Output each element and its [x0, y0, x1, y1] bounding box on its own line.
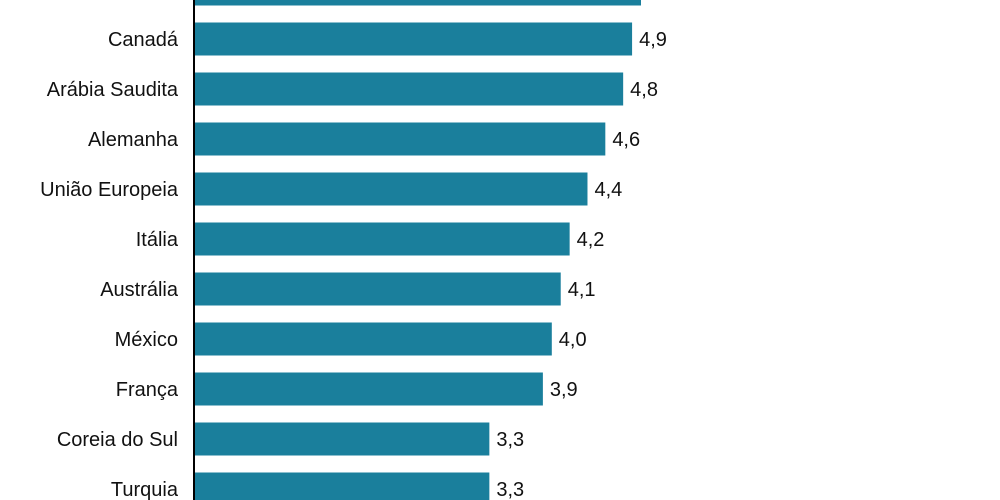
category-label: Turquia — [111, 479, 179, 500]
category-label: Canadá — [108, 29, 179, 51]
value-label: 4,8 — [630, 79, 658, 101]
value-label: 3,3 — [496, 479, 524, 500]
value-label: 4,2 — [577, 229, 605, 251]
value-label: 4,6 — [612, 129, 640, 151]
bar — [195, 0, 641, 6]
value-label: 3,9 — [550, 379, 578, 401]
bar — [195, 222, 570, 256]
value-label: 4,0 — [559, 329, 587, 351]
value-label: 4,4 — [594, 179, 622, 201]
category-label: Arábia Saudita — [47, 79, 179, 101]
category-label: União Europeia — [40, 179, 179, 201]
category-label: França — [116, 379, 179, 401]
bar — [195, 272, 561, 306]
bar — [195, 22, 633, 56]
category-label: México — [115, 329, 178, 351]
value-label: 4,9 — [639, 29, 667, 51]
category-label: Alemanha — [88, 129, 179, 151]
value-label: 4,1 — [568, 279, 596, 301]
bar — [195, 372, 543, 406]
bar — [195, 322, 552, 356]
bar — [195, 422, 490, 456]
category-label: Coreia do Sul — [57, 429, 178, 451]
bar — [195, 172, 588, 206]
value-label: 3,3 — [496, 429, 524, 451]
category-label: Itália — [136, 229, 179, 251]
category-label: Austrália — [100, 279, 179, 301]
bar — [195, 72, 624, 106]
bar — [195, 122, 606, 156]
bar — [195, 472, 490, 500]
